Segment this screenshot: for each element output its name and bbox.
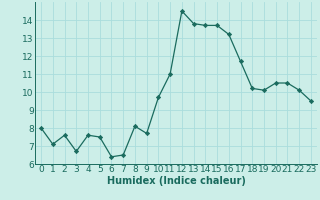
X-axis label: Humidex (Indice chaleur): Humidex (Indice chaleur) [107, 176, 245, 186]
